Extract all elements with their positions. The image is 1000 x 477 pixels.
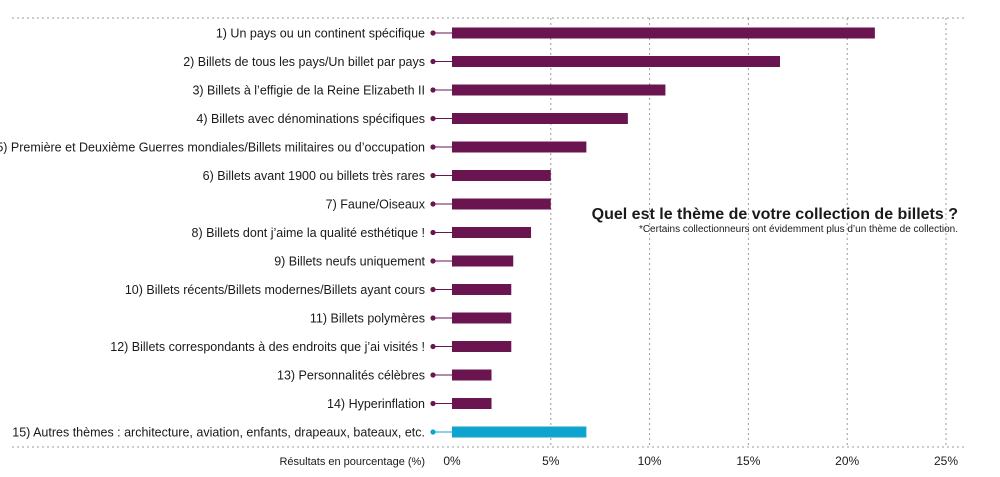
x-tick-label: 20% [835,454,859,468]
bar-marker-dot [430,258,436,264]
bar [452,227,532,238]
bar-marker-dot [430,429,436,435]
bar [452,426,587,438]
bar-marker-dot [430,58,436,65]
category-label: 10) Billets récents/Billets modernes/Bil… [125,283,425,297]
category-label: 2) Billets de tous les pays/Un billet pa… [183,55,425,69]
bar [452,255,514,267]
bar [452,84,666,96]
category-label: 12) Billets correspondants à des endroit… [110,340,425,354]
bar-marker-dot [430,144,436,150]
bar-marker-dot [430,286,436,293]
bar [452,312,512,324]
chart-title: Quel est le thème de votre collection de… [592,206,958,223]
leader-lines [430,30,452,435]
bar-marker-dot [430,343,436,350]
bar [452,113,628,124]
category-label: 14) Hyperinflation [327,397,425,411]
bar-marker-dot [430,115,436,122]
category-label: 15) Autres thèmes : architecture, aviati… [12,426,425,440]
x-tick-label: 25% [934,454,958,468]
category-label: 9) Billets neufs uniquement [274,255,425,269]
bar-marker-dot [430,87,436,93]
x-tick-label: 10% [638,454,662,468]
chart-subtitle: *Certains collectionneurs ont évidemment… [639,224,958,235]
bar-marker-dot [430,172,436,179]
category-label: 4) Billets avec dénominations spécifique… [196,112,425,126]
x-axis-label: Résultats en pourcentage (%) [279,456,425,468]
category-label: 5) Première et Deuxième Guerres mondiale… [0,141,425,155]
bar [452,341,512,352]
bar-marker-dot [430,30,436,36]
bar-marker-dot [430,372,436,378]
category-label: 3) Billets à l’effigie de la Reine Eliza… [192,84,425,98]
bar [452,27,875,39]
bars [452,27,875,438]
category-label: 8) Billets dont j’aime la qualité esthét… [192,226,425,240]
bar [452,170,551,181]
bar-marker-dot [430,201,436,207]
category-label: 6) Billets avant 1900 ou billets très ra… [203,169,425,183]
bar [452,369,492,381]
category-label: 1) Un pays ou un continent spécifique [216,27,425,41]
bar [452,284,512,295]
bar [452,398,492,409]
bar-marker-dot [430,229,436,236]
bar [452,141,587,153]
x-tick-label: 0% [443,454,461,468]
category-label: 13) Personnalités célèbres [277,369,425,383]
bar [452,198,551,210]
category-labels: 1) Un pays ou un continent spécifique 2) … [0,27,426,440]
x-tick-label: 15% [736,454,760,468]
bar-marker-dot [430,315,436,321]
bar [452,56,781,67]
x-tick-labels: 0% 5% 10% 15% 20% 25% [443,454,958,468]
category-label: 11) Billets polymères [310,312,425,326]
category-label: 7) Faune/Oiseaux [326,198,426,212]
x-tick-label: 5% [542,454,560,468]
bar-marker-dot [430,400,436,407]
